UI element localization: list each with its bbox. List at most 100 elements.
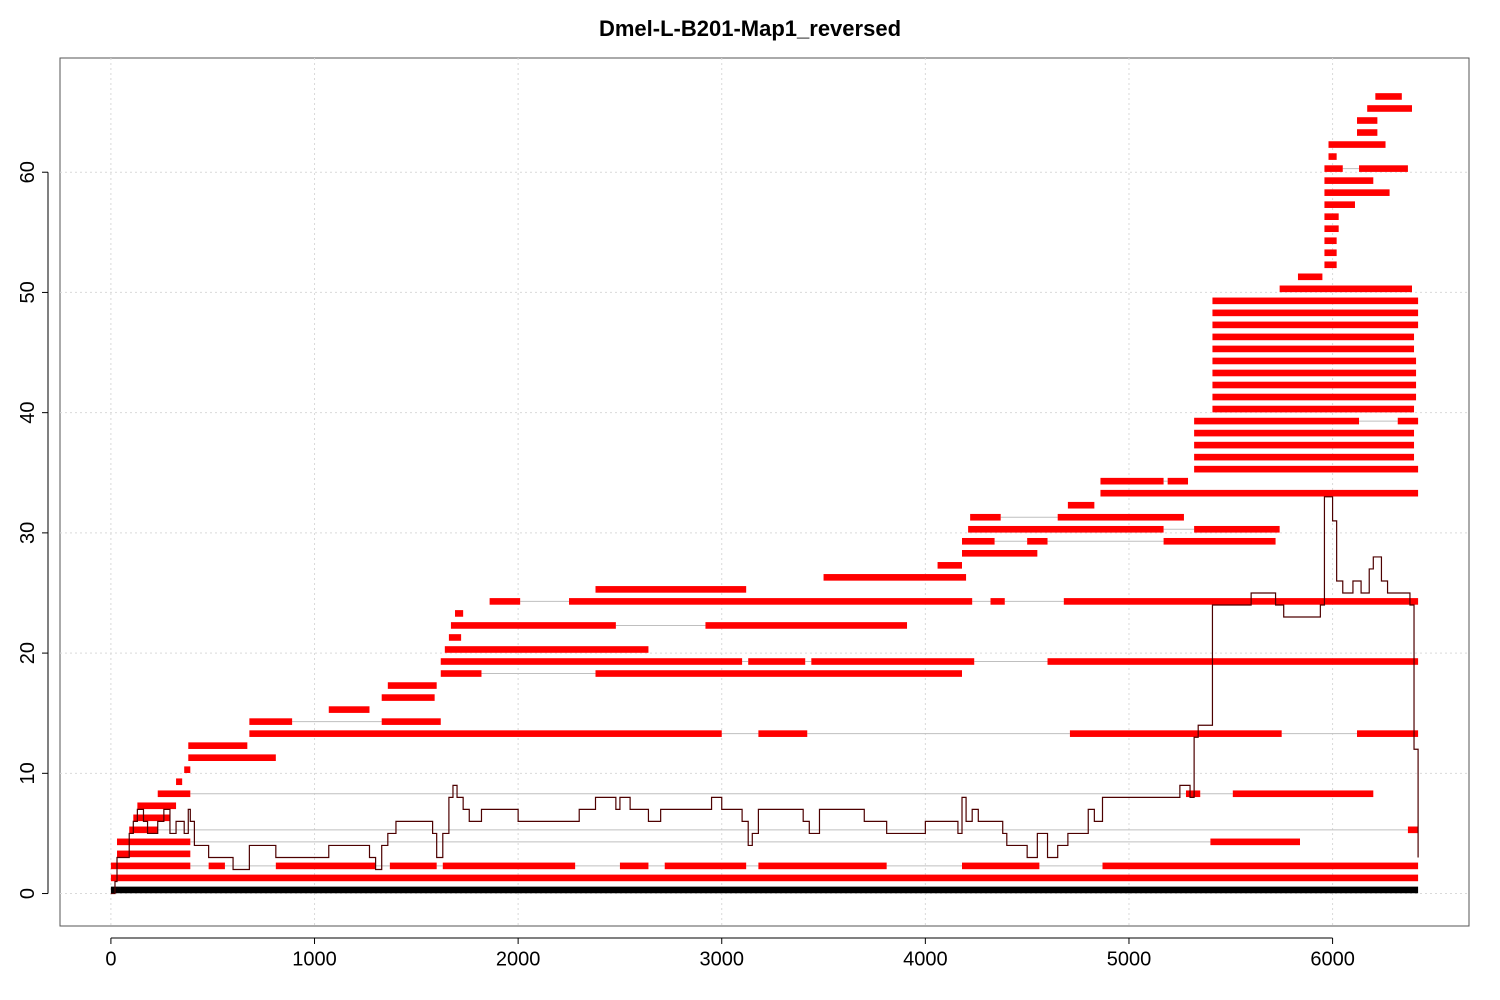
x-tick-label: 5000: [1107, 949, 1152, 971]
alignment-segment: [1102, 862, 1419, 870]
alignment-segment: [1324, 201, 1355, 208]
alignment-segment: [1324, 177, 1374, 184]
alignment-segment: [184, 766, 191, 774]
y-tick-label: 40: [17, 402, 39, 424]
reference-bar-layer: [110, 886, 1419, 894]
alignment-segment: [110, 874, 1419, 882]
alignment-segment: [811, 658, 975, 665]
alignment-segment: [823, 574, 967, 581]
alignment-segment: [569, 598, 973, 605]
segment-links: [157, 168, 1408, 867]
alignment-segment: [1069, 730, 1282, 737]
alignment-segment: [1194, 441, 1415, 449]
x-tick-label: 4000: [903, 949, 948, 971]
alignment-segment: [249, 730, 722, 737]
alignment-segment: [1163, 537, 1276, 545]
alignment-segment: [440, 670, 482, 677]
alignment-segment: [1057, 513, 1184, 521]
alignment-segment: [595, 670, 963, 677]
alignment-segment: [1397, 417, 1419, 425]
alignment-segment: [188, 742, 248, 749]
alignment-segment: [448, 634, 462, 641]
alignment-segment: [1357, 730, 1419, 737]
alignment-segment: [381, 694, 435, 701]
alignment-segment: [1027, 537, 1048, 545]
x-tick-label: 2000: [496, 949, 541, 971]
chart-title: Dmel-L-B201-Map1_reversed: [598, 16, 902, 41]
alignment-segment: [1375, 93, 1402, 100]
x-tick-label: 0: [105, 949, 116, 971]
alignment-segment: [990, 598, 1005, 605]
alignment-segment: [389, 862, 437, 870]
alignment-segment: [1324, 261, 1337, 269]
alignment-segment: [455, 610, 464, 617]
alignment-segment: [962, 550, 1038, 557]
alignment-segment: [1212, 333, 1415, 341]
alignment-segment: [1100, 489, 1419, 497]
alignment-segment: [962, 537, 995, 545]
alignment-segment: [1212, 321, 1419, 329]
alignment-segment: [705, 622, 908, 629]
coverage-line-layer: [110, 496, 1419, 895]
reference-bar: [110, 886, 1419, 894]
alignment-segment: [748, 658, 806, 665]
y-tick-label: 60: [17, 161, 39, 183]
alignment-segment: [117, 838, 191, 846]
alignment-segment: [1212, 309, 1419, 317]
alignment-segment: [442, 862, 576, 870]
alignment-segment: [1279, 285, 1412, 293]
alignment-segment: [664, 862, 747, 870]
alignment-segment: [595, 586, 747, 593]
alignment-segment: [1328, 141, 1386, 148]
alignment-segment: [157, 790, 191, 798]
alignment-segment: [758, 730, 808, 737]
alignment-segment: [1063, 598, 1419, 605]
alignment-segment: [962, 862, 1040, 870]
alignment-segment: [1324, 249, 1337, 257]
y-tick-label: 50: [17, 281, 39, 303]
alignment-segment: [1359, 165, 1408, 172]
alignment-segment: [381, 718, 441, 725]
alignment-segment: [1367, 105, 1412, 112]
coverage-line: [110, 496, 1419, 895]
plot-border: [59, 57, 1470, 927]
alignment-segment: [1194, 453, 1415, 461]
alignment-segment: [619, 862, 649, 870]
alignment-segment: [1297, 273, 1323, 281]
alignment-segment: [1194, 525, 1280, 533]
alignment-segment: [1232, 790, 1374, 798]
axes: 0 1000 2000 3000 4000 5000 6000 0 10 20 30 40 50 60: [17, 161, 1355, 971]
alignment-segment: [1047, 658, 1419, 665]
alignment-segment: [440, 658, 743, 665]
alignment-segments: [110, 93, 1419, 882]
alignment-segment: [758, 862, 887, 870]
x-tick-label: 3000: [699, 949, 744, 971]
alignment-segment: [176, 778, 183, 786]
alignment-segment: [1212, 345, 1415, 353]
alignment-segment: [1212, 297, 1419, 305]
alignment-segment: [1167, 477, 1189, 485]
alignment-segment: [1185, 790, 1201, 798]
y-tick-label: 20: [17, 642, 39, 664]
y-tick-label: 30: [17, 522, 39, 544]
x-tick-label: 1000: [292, 949, 337, 971]
alignment-segment: [1212, 357, 1417, 365]
alignment-segment: [1212, 393, 1417, 401]
alignment-segment: [1194, 465, 1419, 473]
alignment-segment: [275, 862, 376, 870]
alignment-segment: [1067, 501, 1095, 509]
alignment-segment: [970, 513, 1001, 521]
alignment-segment: [1210, 838, 1301, 846]
alignment-segment: [137, 802, 177, 810]
x-tick-label: 6000: [1310, 949, 1355, 971]
y-tick-label: 10: [17, 762, 39, 784]
alignment-segment: [937, 562, 963, 569]
alignment-segment: [1324, 237, 1337, 245]
alignment-segment: [387, 682, 437, 689]
alignment-segment: [1357, 129, 1378, 136]
alignment-segment: [328, 706, 370, 713]
alignment-segment: [1324, 225, 1339, 233]
alignment-segment: [968, 525, 1164, 533]
alignment-segment: [1324, 165, 1343, 172]
